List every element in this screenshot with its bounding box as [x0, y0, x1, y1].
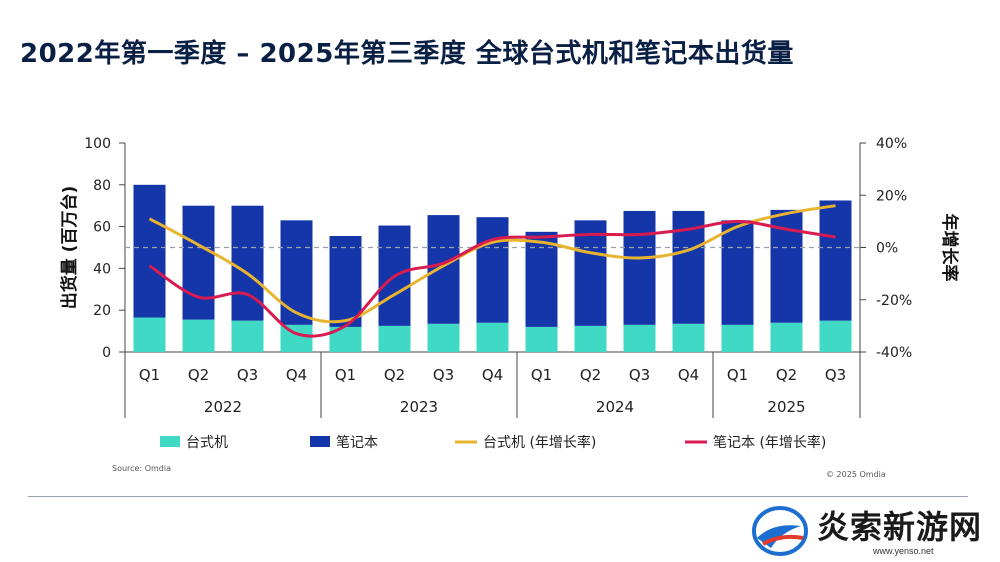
x-tick-label: Q4 [482, 366, 503, 384]
watermark: 炎索新游网 www.yenso.net [745, 498, 1000, 562]
bar-desktop [770, 322, 803, 352]
x-tick-label: Q2 [188, 366, 209, 384]
watermark-url: www.yenso.net [873, 546, 934, 556]
legend-label: 台式机 (年增长率) [483, 434, 596, 451]
copyright-note: © 2025 Omdia [826, 470, 886, 479]
source-note: Source: Omdia [112, 464, 172, 473]
year-label: 2022 [204, 398, 242, 416]
y2-tick-label: 0% [876, 241, 898, 257]
bar-desktop [476, 322, 509, 352]
bar-desktop [378, 325, 411, 352]
x-tick-label: Q2 [580, 366, 601, 384]
bar-notebook [721, 220, 754, 325]
page-title: 2022年第一季度 – 2025年第三季度 全球台式机和笔记本出货量 [20, 39, 794, 69]
y-tick-label: 100 [84, 136, 111, 152]
bar-notebook [329, 236, 362, 327]
line-notebook-growth [148, 219, 836, 338]
y2-tick-label: 40% [876, 136, 907, 152]
bar-desktop [819, 320, 852, 352]
bar-desktop [721, 324, 754, 352]
y-tick-label: 20 [93, 303, 111, 319]
x-tick-label: Q3 [237, 366, 258, 384]
y-tick-label: 40 [93, 261, 111, 277]
watermark-text: 炎索新游网 [817, 508, 983, 546]
bar-notebook [182, 205, 215, 320]
y-tick-label: 80 [93, 178, 111, 194]
year-label: 2024 [596, 398, 634, 416]
bar-notebook [525, 231, 558, 327]
bar-desktop [525, 326, 558, 352]
bar-desktop [427, 323, 460, 352]
x-tick-label: Q2 [776, 366, 797, 384]
y-axis-title: 出货量 (百万台) [59, 186, 80, 309]
bar-notebook [133, 184, 166, 318]
x-tick-label: Q3 [825, 366, 846, 384]
x-tick-label: Q1 [335, 366, 356, 384]
bar-notebook [819, 200, 852, 321]
legend-swatch [160, 436, 180, 447]
bar-desktop [672, 323, 705, 352]
y2-tick-label: -40% [876, 345, 912, 361]
x-tick-label: Q4 [678, 366, 699, 384]
bar-desktop [182, 319, 215, 352]
x-tick-label: Q2 [384, 366, 405, 384]
bottom-divider [28, 496, 968, 497]
x-tick-label: Q3 [629, 366, 650, 384]
y2-axis-title: 年增长率 [939, 214, 960, 282]
x-tick-label: Q4 [286, 366, 307, 384]
bar-desktop [574, 325, 607, 352]
bar-desktop [231, 320, 264, 352]
legend-label: 台式机 [186, 435, 228, 451]
shipment-chart: 0 20 40 60 80 100 -40% -20% 0% 20% 40% 出货量 (百万台) 年增长… [59, 136, 960, 451]
y-tick-label: 60 [93, 220, 111, 236]
y2-tick-label: -20% [876, 293, 912, 309]
year-label: 2025 [767, 398, 805, 416]
bar-desktop [133, 317, 166, 352]
bar-notebook [476, 217, 509, 323]
bar-notebook [280, 220, 313, 325]
legend-label: 笔记本 (年增长率) [713, 434, 826, 451]
x-tick-label: Q3 [433, 366, 454, 384]
bar-notebook [574, 220, 607, 326]
legend-swatch [310, 436, 330, 447]
legend-label: 笔记本 [336, 435, 378, 451]
year-label: 2023 [400, 398, 438, 416]
bar-notebook [427, 215, 460, 324]
y-tick-label: 0 [102, 345, 111, 361]
watermark-logo-icon [752, 506, 808, 556]
y2-tick-label: 20% [876, 188, 907, 204]
x-tick-label: Q1 [727, 366, 748, 384]
x-tick-label: Q1 [139, 366, 160, 384]
bar-notebook [623, 210, 656, 325]
bar-desktop [623, 324, 656, 352]
x-tick-label: Q1 [531, 366, 552, 384]
line-desktop-growth [148, 204, 836, 324]
